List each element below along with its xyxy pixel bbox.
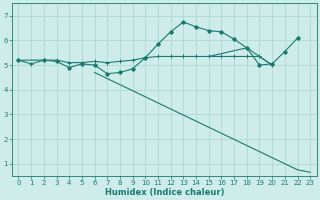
X-axis label: Humidex (Indice chaleur): Humidex (Indice chaleur) [105,188,224,197]
